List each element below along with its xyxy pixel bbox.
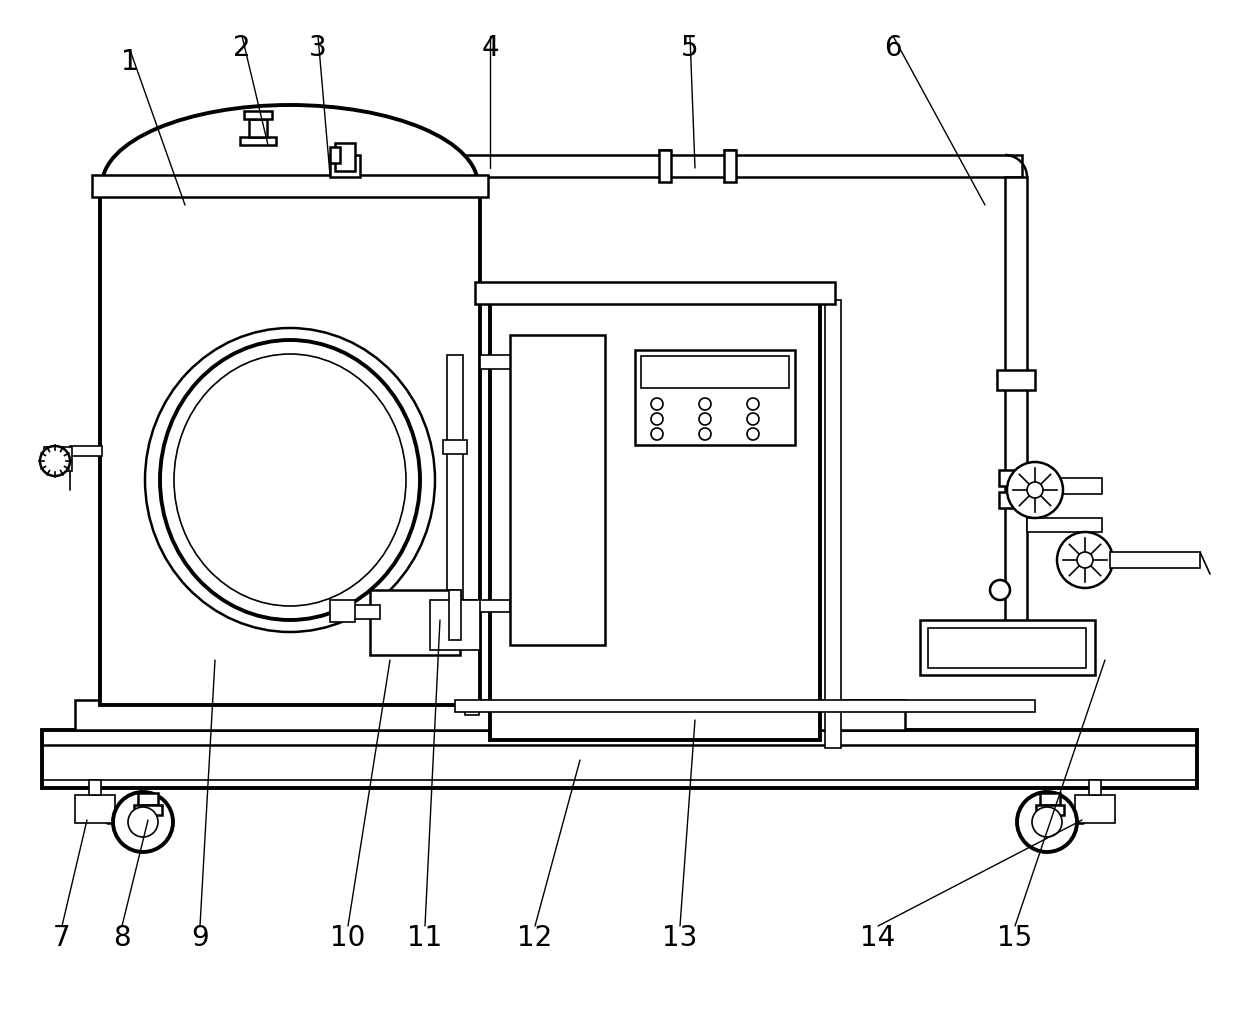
Bar xyxy=(138,793,157,805)
Bar xyxy=(74,795,115,823)
Bar xyxy=(999,492,1033,508)
Circle shape xyxy=(699,428,711,440)
Bar xyxy=(249,119,267,137)
Bar xyxy=(141,815,155,829)
Text: 11: 11 xyxy=(408,924,443,952)
Text: 9: 9 xyxy=(191,924,208,952)
Bar xyxy=(443,440,467,454)
Circle shape xyxy=(651,413,663,425)
Circle shape xyxy=(1056,532,1114,588)
Text: 10: 10 xyxy=(330,924,366,952)
Ellipse shape xyxy=(145,328,435,632)
Bar xyxy=(69,446,102,456)
Bar xyxy=(455,700,1035,712)
Bar xyxy=(1040,793,1060,805)
Bar xyxy=(928,628,1086,668)
Bar xyxy=(330,147,340,163)
Bar xyxy=(350,605,379,618)
Bar xyxy=(335,143,355,171)
Text: 6: 6 xyxy=(884,34,901,62)
Text: 2: 2 xyxy=(233,34,250,62)
Circle shape xyxy=(699,398,711,410)
Bar xyxy=(510,335,605,645)
Bar xyxy=(997,370,1035,390)
Bar xyxy=(825,300,841,748)
Bar xyxy=(658,150,671,182)
Text: 15: 15 xyxy=(997,924,1033,952)
Bar xyxy=(241,137,277,145)
Bar xyxy=(1035,805,1064,815)
Circle shape xyxy=(746,398,759,410)
Bar xyxy=(370,590,460,655)
Bar xyxy=(89,780,100,795)
Circle shape xyxy=(651,428,663,440)
Circle shape xyxy=(1032,807,1061,837)
Text: 1: 1 xyxy=(122,48,139,76)
Bar xyxy=(1089,780,1101,795)
Bar xyxy=(1075,795,1115,823)
Bar xyxy=(446,355,463,600)
Text: 5: 5 xyxy=(681,34,699,62)
Ellipse shape xyxy=(102,105,477,265)
Bar xyxy=(920,620,1095,675)
Bar xyxy=(43,447,72,471)
Bar xyxy=(42,730,1197,788)
Bar xyxy=(641,356,789,388)
Circle shape xyxy=(113,792,174,852)
Circle shape xyxy=(128,807,157,837)
Bar xyxy=(1027,518,1102,532)
Bar xyxy=(490,300,820,740)
Bar xyxy=(330,600,355,622)
Ellipse shape xyxy=(160,340,420,620)
Text: 8: 8 xyxy=(113,924,130,952)
Circle shape xyxy=(1078,552,1092,568)
Bar xyxy=(1110,552,1200,568)
Text: 12: 12 xyxy=(517,924,553,952)
Bar xyxy=(74,700,905,730)
Bar xyxy=(244,111,272,119)
Text: 14: 14 xyxy=(861,924,895,952)
Bar xyxy=(480,355,580,369)
Bar xyxy=(635,350,795,445)
Bar xyxy=(465,355,479,715)
Bar xyxy=(1043,815,1056,829)
Bar xyxy=(724,150,737,182)
Bar xyxy=(449,590,461,640)
Bar xyxy=(999,470,1033,486)
Bar xyxy=(348,155,1022,177)
Text: 3: 3 xyxy=(309,34,327,62)
Circle shape xyxy=(40,446,69,476)
Bar xyxy=(1004,177,1027,650)
Circle shape xyxy=(990,580,1011,600)
Circle shape xyxy=(1017,792,1078,852)
Bar xyxy=(1027,478,1102,494)
Circle shape xyxy=(699,413,711,425)
Ellipse shape xyxy=(174,354,405,606)
Circle shape xyxy=(1007,462,1063,518)
Bar xyxy=(475,282,835,304)
Text: 13: 13 xyxy=(662,924,698,952)
Bar xyxy=(100,185,480,705)
Circle shape xyxy=(1027,482,1043,498)
Bar xyxy=(455,600,510,612)
Bar xyxy=(92,175,489,197)
Text: 7: 7 xyxy=(53,924,71,952)
Bar xyxy=(134,805,162,815)
Text: 4: 4 xyxy=(481,34,498,62)
Circle shape xyxy=(746,428,759,440)
Circle shape xyxy=(651,398,663,410)
Circle shape xyxy=(746,413,759,425)
Bar xyxy=(330,155,360,177)
Bar xyxy=(430,600,480,650)
